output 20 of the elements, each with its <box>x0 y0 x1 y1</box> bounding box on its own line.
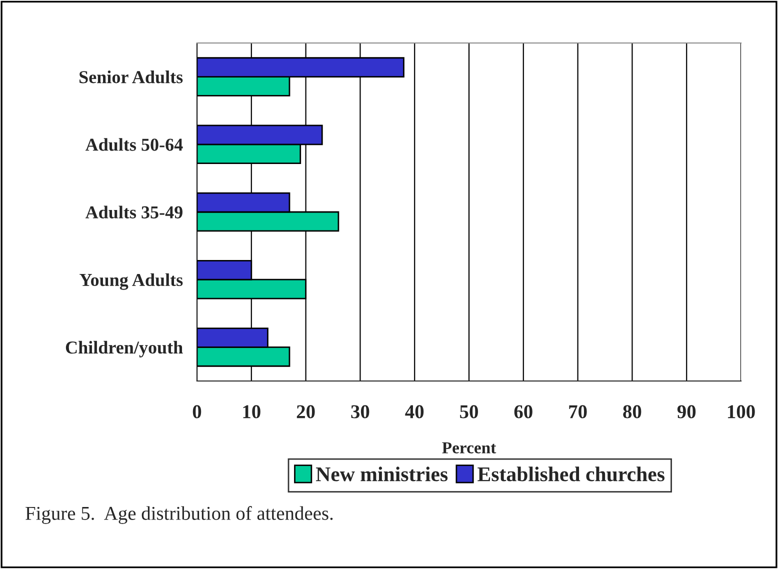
x-tick-label: 50 <box>460 405 478 418</box>
x-axis-title: Percent <box>442 442 496 454</box>
x-tick-label: 70 <box>569 405 587 418</box>
y-tick-label: Senior Adults <box>80 70 183 84</box>
x-tick-label: 10 <box>243 405 260 418</box>
y-tick-label: Children/youth <box>66 340 183 358</box>
x-tick-label: 40 <box>405 405 424 418</box>
caption: Figure 5. Age distribution of attendees. <box>26 506 333 524</box>
y-tick-label: Adults 35-49 <box>85 206 182 218</box>
x-tick-label: 100 <box>728 405 755 418</box>
x-tick-label: 90 <box>677 405 696 418</box>
legend-label: Established churches <box>478 466 664 482</box>
x-tick-label: 0 <box>192 405 202 418</box>
y-tick-label: Young Adults <box>80 273 183 290</box>
x-tick-label: 30 <box>351 405 370 418</box>
x-tick-label: 60 <box>514 405 532 418</box>
x-tick-label: 20 <box>296 405 315 418</box>
legend-label: New ministries <box>316 466 448 482</box>
y-tick-label: Adults 50-64 <box>85 138 183 151</box>
x-tick-label: 80 <box>623 405 642 418</box>
